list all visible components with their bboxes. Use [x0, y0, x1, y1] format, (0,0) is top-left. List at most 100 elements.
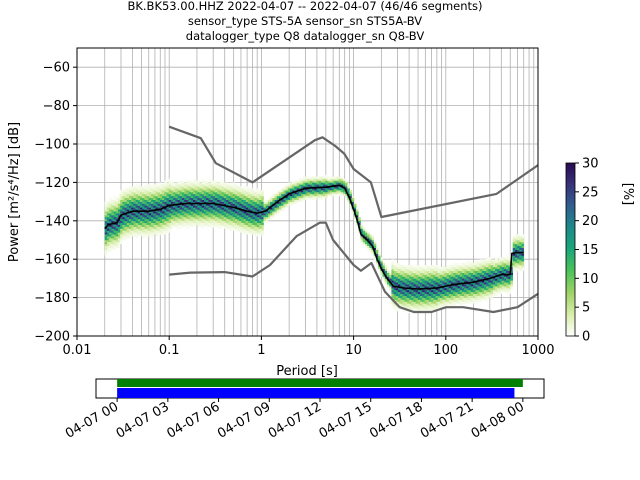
- heatmap-cell: [115, 205, 119, 208]
- heatmap-cell: [223, 192, 227, 195]
- heatmap-cell: [495, 264, 498, 268]
- heatmap-cell: [512, 259, 516, 262]
- heatmap-cell: [248, 224, 251, 227]
- heatmap-cell: [115, 201, 119, 204]
- heatmap-cell: [413, 284, 416, 287]
- heatmap-cell: [289, 201, 293, 204]
- heatmap-cell: [228, 201, 231, 204]
- heatmap-cell: [444, 301, 447, 304]
- heatmap-cell: [215, 209, 218, 212]
- heatmap-cell: [439, 305, 443, 308]
- heatmap-cell: [426, 295, 430, 298]
- heatmap-cell: [159, 195, 163, 199]
- heatmap-cell: [113, 215, 117, 218]
- heatmap-cell: [104, 230, 108, 233]
- heatmap-cell: [488, 263, 491, 266]
- heatmap-cell: [124, 209, 128, 212]
- heatmap-cell: [109, 234, 112, 237]
- heatmap-cell: [519, 263, 522, 266]
- heatmap-cell: [159, 182, 163, 185]
- heatmap-cell: [177, 209, 181, 212]
- heatmap-cell: [309, 180, 313, 183]
- heatmap-cell: [250, 209, 253, 212]
- heatmap-cell: [151, 224, 154, 227]
- heatmap-cell: [490, 297, 494, 300]
- heatmap-cell: [353, 207, 357, 210]
- heatmap-cell: [254, 220, 258, 224]
- heatmap-cell: [157, 207, 161, 210]
- heatmap-cell: [406, 299, 410, 302]
- heatmap-cell: [470, 276, 474, 279]
- heatmap-cell: [450, 278, 454, 281]
- heatmap-cell: [501, 274, 505, 277]
- heatmap-cell: [435, 286, 439, 289]
- heatmap-cell: [232, 226, 236, 229]
- heatmap-cell: [115, 197, 119, 200]
- heatmap-cell: [188, 224, 192, 227]
- heatmap-cell: [115, 199, 119, 202]
- heatmap-cell: [360, 224, 364, 227]
- heatmap-cell: [250, 215, 253, 218]
- heatmap-cell: [226, 190, 229, 193]
- heatmap-cell: [146, 234, 150, 237]
- heatmap-cell: [420, 268, 423, 272]
- heatmap-cell: [514, 266, 518, 270]
- heatmap-cell: [285, 192, 289, 195]
- heatmap-cell: [409, 305, 412, 308]
- heatmap-cell: [168, 178, 172, 181]
- heatmap-cell: [237, 201, 240, 204]
- heatmap-cell: [274, 207, 278, 210]
- heatmap-cell: [481, 270, 485, 273]
- heatmap-cell: [201, 224, 205, 227]
- heatmap-cell: [122, 220, 125, 224]
- heatmap-cell: [272, 211, 275, 214]
- heatmap-cell: [259, 230, 262, 233]
- heatmap-cell: [477, 278, 480, 281]
- heatmap-cell: [473, 284, 476, 287]
- heatmap-cell: [404, 266, 408, 270]
- heatmap-cell: [142, 211, 145, 214]
- heatmap-cell: [124, 192, 128, 195]
- heatmap-cell: [435, 276, 439, 279]
- heatmap-cell: [243, 211, 247, 214]
- heatmap-cell: [477, 282, 480, 285]
- heatmap-cell: [223, 188, 227, 191]
- heatmap-cell: [285, 195, 289, 199]
- heatmap-cell: [111, 226, 114, 229]
- heatmap-cell: [453, 270, 456, 273]
- heatmap-cell: [503, 263, 507, 266]
- heatmap-cell: [371, 243, 375, 247]
- heatmap-cell: [137, 192, 141, 195]
- heatmap-cell: [259, 203, 262, 206]
- heatmap-cell: [367, 243, 370, 247]
- heatmap-cell: [173, 182, 176, 185]
- heatmap-cell: [424, 305, 427, 308]
- heatmap-cell: [226, 188, 229, 191]
- heatmap-cell: [406, 278, 410, 281]
- heatmap-cell: [131, 222, 134, 225]
- heatmap-cell: [503, 270, 507, 273]
- heatmap-cell: [181, 197, 185, 200]
- heatmap-cell: [168, 197, 172, 200]
- heatmap-cell: [448, 278, 452, 281]
- heatmap-cell: [117, 215, 121, 218]
- heatmap-cell: [245, 228, 249, 231]
- heatmap-cell: [349, 190, 353, 193]
- heatmap-cell: [303, 176, 306, 179]
- heatmap-cell: [188, 220, 192, 224]
- heatmap-cell: [402, 295, 405, 298]
- heatmap-cell: [210, 203, 214, 206]
- heatmap-cell: [133, 218, 136, 222]
- heatmap-cell: [261, 190, 264, 193]
- heatmap-cell: [422, 293, 425, 296]
- heatmap-cell: [243, 224, 247, 227]
- heatmap-cell: [179, 193, 183, 197]
- heatmap-cell: [400, 266, 403, 270]
- heatmap-cell: [131, 220, 134, 224]
- timeline-bars: [117, 379, 523, 398]
- heatmap-cell: [248, 201, 251, 204]
- heatmap-cell: [437, 272, 441, 275]
- heatmap-cell: [490, 280, 494, 283]
- heatmap-cell: [192, 178, 196, 181]
- heatmap-cell: [422, 301, 425, 304]
